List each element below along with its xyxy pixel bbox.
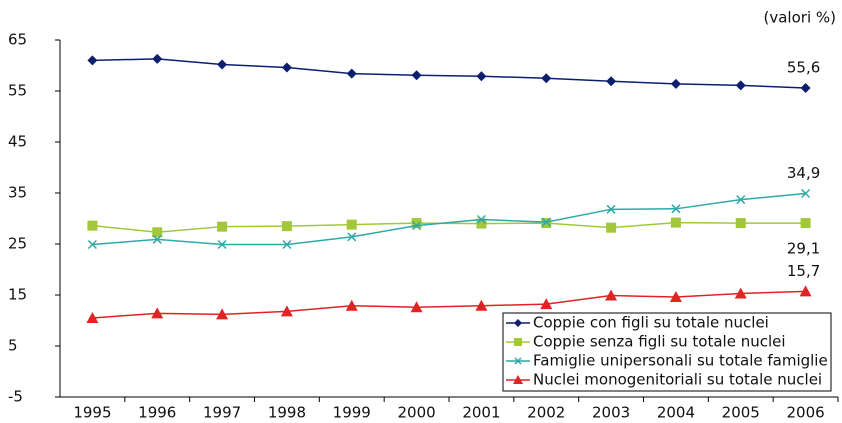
marker — [282, 239, 292, 250]
marker — [671, 204, 681, 214]
marker — [411, 70, 422, 81]
x-tick-label: 1999 — [333, 404, 371, 422]
marker — [736, 195, 746, 205]
x-tick-label: 1998 — [268, 404, 306, 422]
marker — [281, 221, 292, 232]
marker — [152, 53, 163, 64]
series-line — [92, 290, 806, 319]
series-line — [92, 192, 806, 246]
x-tick-label: 2002 — [527, 404, 565, 422]
y-tick-label: 35 — [8, 184, 27, 202]
marker — [347, 232, 357, 242]
x-tick-label: 1997 — [203, 404, 241, 422]
x-tick-label: 1995 — [73, 404, 111, 422]
marker — [87, 220, 98, 231]
marker — [87, 239, 97, 250]
legend-label: Coppie con figli su totale nuclei — [533, 314, 769, 332]
marker — [217, 239, 227, 250]
marker — [801, 188, 811, 199]
value-label: 29,1 — [787, 240, 820, 258]
marker — [412, 221, 422, 231]
marker — [800, 218, 811, 229]
marker — [514, 338, 522, 346]
marker — [152, 227, 163, 238]
series-line — [92, 221, 806, 234]
marker — [670, 217, 681, 228]
marker — [735, 80, 746, 91]
y-tick-label: 5 — [8, 337, 18, 355]
x-tick-label: 2004 — [657, 404, 695, 422]
marker — [670, 78, 681, 89]
value-label: 34,9 — [787, 164, 820, 182]
legend-label: Famiglie unipersonali su totale famiglie — [533, 352, 828, 370]
y-tick-label: 65 — [8, 31, 27, 49]
marker — [669, 291, 682, 303]
x-tick-label: 1996 — [138, 404, 176, 422]
marker — [605, 289, 618, 301]
x-tick-label: 2000 — [397, 404, 435, 422]
marker — [411, 218, 422, 229]
marker — [541, 217, 551, 227]
marker — [216, 308, 229, 320]
x-tick-label: 2005 — [722, 404, 760, 422]
y-tick-label: 25 — [8, 235, 27, 253]
series-line — [92, 58, 806, 89]
marker — [87, 55, 98, 66]
marker — [346, 68, 357, 79]
marker — [513, 375, 523, 384]
x-tick-label: 2001 — [462, 404, 500, 422]
marker — [217, 59, 228, 70]
marker — [476, 71, 487, 82]
legend-label: Coppie senza figli su totale nuclei — [533, 333, 786, 351]
value-label: 15,7 — [787, 262, 820, 280]
y-tick-label: 15 — [8, 286, 27, 304]
y-tick-label: -5 — [8, 388, 23, 406]
x-tick-label: 2006 — [786, 404, 824, 422]
marker — [541, 73, 552, 84]
marker — [800, 82, 811, 93]
marker — [410, 301, 423, 313]
x-tick-label: 2003 — [592, 404, 630, 422]
y-tick-label: 45 — [8, 133, 27, 151]
marker — [514, 319, 522, 327]
marker — [86, 311, 99, 323]
marker — [151, 307, 164, 319]
marker — [606, 204, 616, 214]
legend: Coppie con figli su totale nucleiCoppie … — [502, 312, 832, 392]
marker — [476, 218, 487, 229]
marker — [476, 214, 486, 225]
marker — [514, 357, 522, 365]
marker — [734, 287, 747, 299]
marker — [475, 299, 488, 311]
marker — [606, 222, 617, 233]
marker — [540, 298, 553, 310]
marker — [345, 299, 358, 311]
marker — [735, 218, 746, 229]
y-tick-label: 55 — [8, 82, 27, 100]
annotation: (valori %) — [764, 9, 836, 27]
legend-label: Nuclei monogenitoriali su totale nuclei — [533, 371, 822, 389]
marker — [346, 219, 357, 230]
legend-box — [502, 312, 832, 392]
value-label: 55,6 — [787, 58, 820, 76]
marker — [217, 221, 228, 232]
marker — [606, 76, 617, 87]
marker — [280, 305, 293, 317]
marker — [152, 234, 162, 244]
marker — [799, 285, 812, 297]
marker — [281, 62, 292, 73]
